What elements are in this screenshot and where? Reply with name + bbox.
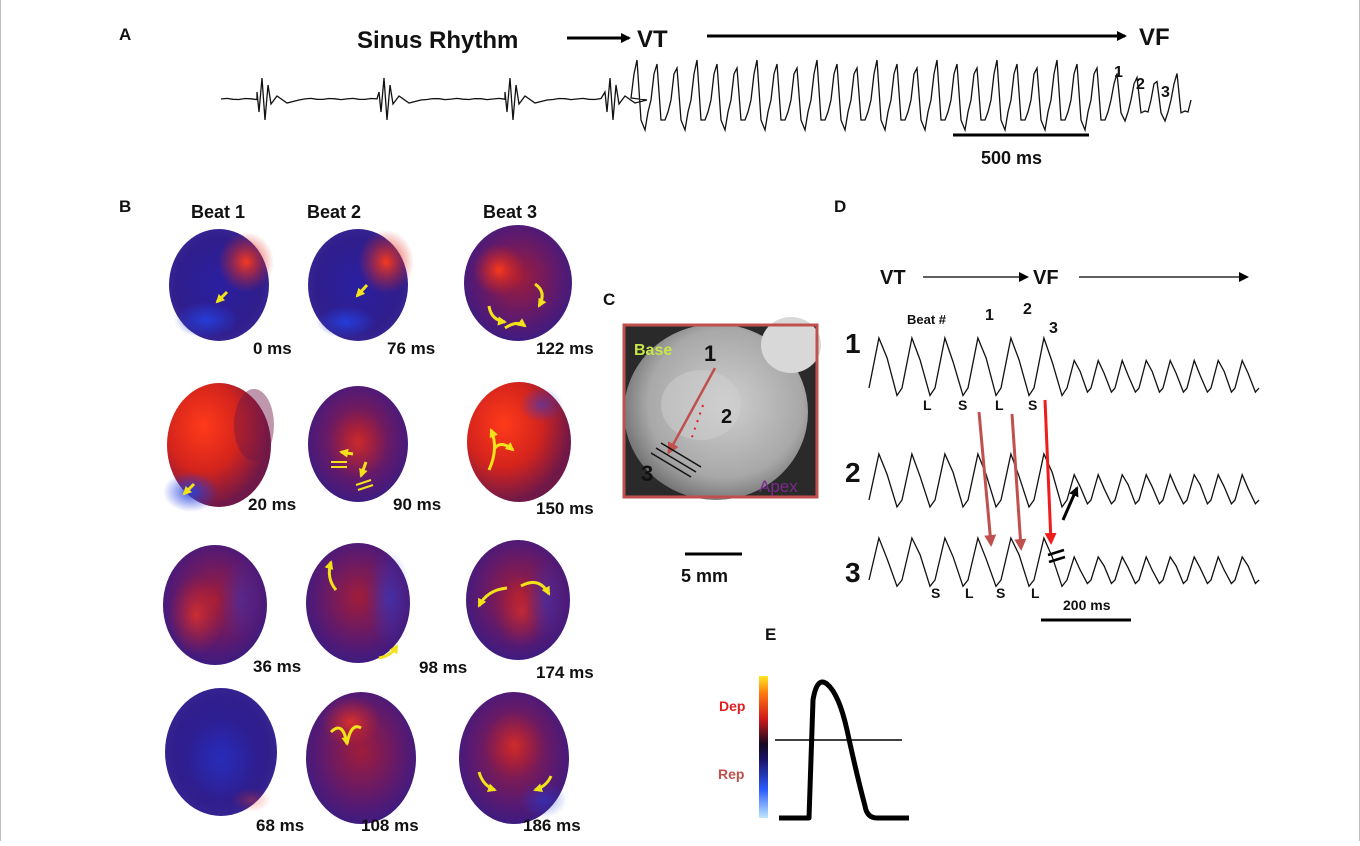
scalebar-500ms-label: 500 ms [981, 148, 1042, 168]
map-beat1-0ms [169, 229, 274, 341]
trace1-mark-S1: S [958, 397, 967, 413]
action-potential-trace [779, 679, 909, 821]
trace-label-1: 1 [845, 328, 861, 359]
trace3-mark-S2: S [996, 585, 1005, 601]
apex-label: Apex [759, 477, 798, 496]
map-beat1-68ms [165, 688, 277, 816]
time-20ms: 20 ms [248, 495, 296, 514]
time-68ms: 68 ms [256, 816, 304, 835]
beat-number-2: 2 [1023, 301, 1032, 318]
trace1-mark-L2: L [995, 397, 1004, 413]
trace1-mark-S2: S [1028, 397, 1037, 413]
beat-number-1: 1 [985, 307, 994, 324]
dep-label: Dep [719, 698, 745, 714]
block-mark-2 [1048, 555, 1066, 564]
site-3-label: 3 [641, 461, 653, 486]
trace1-mark-L1: L [923, 397, 932, 413]
map-beat2-108ms [306, 692, 416, 824]
trace3-mark-S1: S [931, 585, 940, 601]
trace3-mark-L2: L [1031, 585, 1040, 601]
vf-beat-1-label: 1 [1114, 64, 1123, 81]
block-lines [650, 442, 702, 478]
time-98ms: 98 ms [419, 658, 467, 677]
map-beat3-186ms [459, 692, 569, 824]
map-beat2-98ms [306, 543, 411, 663]
scalebar-200ms-label: 200 ms [1063, 597, 1111, 613]
map-beat3-150ms [467, 382, 571, 502]
sinus-rhythm-label: Sinus Rhythm [357, 27, 518, 54]
time-90ms: 90 ms [393, 495, 441, 514]
panel-label-a: A [119, 25, 131, 44]
propagation-arrow-2 [1010, 413, 1027, 551]
activation-map-grid [163, 225, 572, 824]
trace3-mark-L1: L [965, 585, 974, 601]
map-beat2-90ms [308, 386, 408, 502]
vt-label: VT [637, 26, 668, 53]
base-label: Base [634, 342, 672, 359]
beat-number-3: 3 [1049, 320, 1058, 337]
propagation-arrow-1 [977, 411, 997, 547]
time-0ms: 0 ms [253, 339, 292, 358]
map-beat3-122ms [464, 225, 572, 341]
time-174ms: 174 ms [536, 663, 594, 682]
time-122ms: 122 ms [536, 339, 594, 358]
d-vt-label: VT [880, 267, 906, 289]
panel-label-d: D [834, 197, 846, 216]
panel-label-e: E [765, 625, 776, 644]
conduction-arrow [667, 367, 717, 455]
optical-trace-2 [868, 451, 1260, 509]
site-1-label: 1 [704, 341, 716, 366]
time-186ms: 186 ms [523, 816, 581, 835]
time-76ms: 76 ms [387, 339, 435, 358]
panel-label-b: B [119, 197, 131, 216]
block-mark-1 [1047, 548, 1065, 557]
trace-label-3: 3 [845, 557, 861, 588]
map-beat1-20ms [163, 383, 274, 512]
column-beat-1: Beat 1 [191, 202, 245, 222]
scalebar-5mm-label: 5 mm [681, 566, 728, 586]
panel-label-c: C [603, 290, 615, 309]
black-arrow [1061, 486, 1079, 521]
column-beat-3: Beat 3 [483, 202, 537, 222]
trace-label-2: 2 [845, 457, 861, 488]
site-2-label: 2 [721, 406, 732, 428]
ecg-trace [220, 59, 1192, 133]
d-vf-label: VF [1033, 267, 1059, 289]
map-beat3-174ms [466, 540, 570, 660]
vf-beat-2-label: 2 [1136, 76, 1145, 93]
colorbar [759, 676, 768, 818]
time-36ms: 36 ms [253, 657, 301, 676]
column-beat-2: Beat 2 [307, 202, 361, 222]
beat-header: Beat # [907, 312, 947, 327]
time-108ms: 108 ms [361, 816, 419, 835]
time-150ms: 150 ms [536, 499, 594, 518]
heart-photo-border [622, 323, 819, 499]
rep-label: Rep [718, 766, 744, 782]
propagation-arrow-3 [1043, 399, 1057, 545]
map-beat1-36ms [163, 545, 267, 665]
map-beat2-76ms [308, 229, 414, 341]
optical-trace-3 [868, 535, 1260, 588]
vf-beat-3-label: 3 [1161, 84, 1170, 101]
vf-label: VF [1139, 24, 1170, 51]
optical-trace-1 [868, 335, 1260, 398]
